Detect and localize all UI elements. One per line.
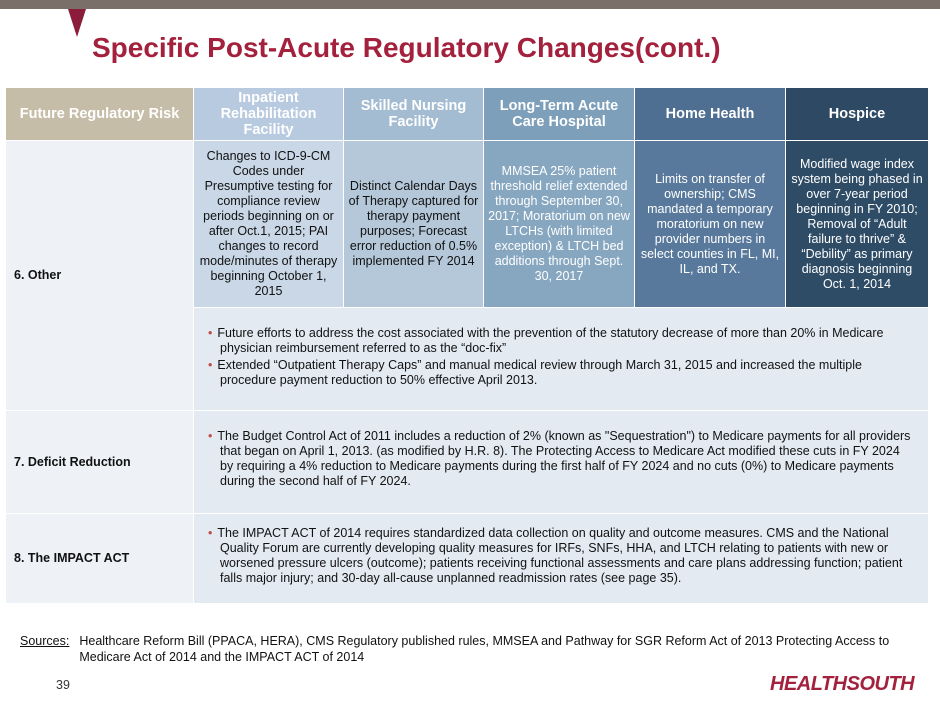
row-label: 8. The IMPACT ACT <box>5 513 194 604</box>
sources-label: Sources: <box>20 634 70 648</box>
bullet-text: The Budget Control Act of 2011 includes … <box>217 429 911 488</box>
cell: Limits on transfer of ownership; CMS man… <box>634 140 786 308</box>
top-bar <box>0 0 940 9</box>
header-cell: Home Health <box>634 87 786 141</box>
bullet: • Extended “Outpatient Therapy Caps” and … <box>208 358 862 387</box>
bullet: • Future efforts to address the cost asso… <box>208 326 884 355</box>
header-cell: Hospice <box>785 87 929 141</box>
bullet-text: The IMPACT ACT of 2014 requires standard… <box>217 526 903 585</box>
bullet-text: Future efforts to address the cost assoc… <box>217 326 884 355</box>
header-cell: Long-Term Acute Care Hospital <box>483 87 635 141</box>
table: Future Regulatory Risk Inpatient Rehabil… <box>5 87 929 604</box>
page-number: 39 <box>56 678 70 692</box>
header-cell: Inpatient Rehabilitation Facility <box>193 87 344 141</box>
row: 6. Other Changes to ICD-9-CM Codes under… <box>5 140 929 411</box>
cell: Changes to ICD-9-CM Codes under Presumpt… <box>193 140 344 308</box>
marker <box>68 9 86 37</box>
row-label: 7. Deficit Reduction <box>5 410 194 514</box>
cell: Modified wage index system being phased … <box>785 140 929 308</box>
row: • Future efforts to address the cost asso… <box>6 307 929 411</box>
cell: MMSEA 25% patient threshold relief exten… <box>483 140 635 308</box>
header-cell: Future Regulatory Risk <box>5 87 194 141</box>
title: Specific Post-Acute Regulatory Changes(c… <box>92 32 721 63</box>
row: 8. The IMPACT ACT • The IMPACT ACT of 201… <box>5 513 929 604</box>
logo: HEALTHSOUTH <box>770 673 915 695</box>
row: 7. Deficit Reduction • The Budget Control… <box>5 410 929 514</box>
bullet: • The IMPACT ACT of 2014 requires standar… <box>208 526 903 585</box>
bullet: • The Budget Control Act of 2011 includes… <box>208 429 911 488</box>
cell: Distinct Calendar Days of Therapy captur… <box>343 140 484 308</box>
row-label: 6. Other <box>5 140 194 411</box>
bullets: • The IMPACT ACT of 2014 requires standar… <box>193 513 929 604</box>
sources-text: Healthcare Reform Bill (PPACA, HERA), CM… <box>79 634 890 664</box>
sources: Sources: Healthcare Reform Bill (PPACA, … <box>20 633 925 665</box>
bullets: • The Budget Control Act of 2011 includes… <box>193 410 929 514</box>
bullets: • Future efforts to address the cost asso… <box>193 307 929 411</box>
header-cell: Skilled Nursing Facility <box>343 87 484 141</box>
header-row: Future Regulatory Risk Inpatient Rehabil… <box>5 87 929 141</box>
bullet-text: Extended “Outpatient Therapy Caps” and m… <box>217 358 862 387</box>
